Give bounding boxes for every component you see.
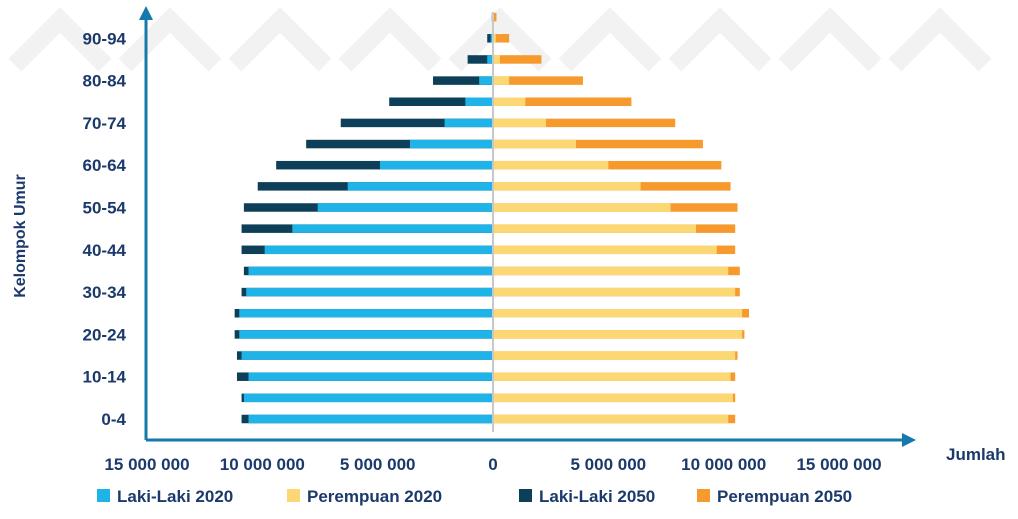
bar-laki-laki-2020-90-94 bbox=[490, 34, 493, 43]
bar-laki-laki-2020-0-4 bbox=[248, 414, 493, 424]
y-tick-label: 90-94 bbox=[83, 29, 127, 48]
bar-perempuan-2050-70-74 bbox=[493, 118, 676, 128]
x-tick-label: 15 000 000 bbox=[796, 455, 881, 474]
y-tick-label: 0-4 bbox=[101, 410, 126, 429]
x-tick-label: 10 000 000 bbox=[681, 455, 766, 474]
bar-perempuan-2020-35-39 bbox=[493, 266, 729, 276]
bar-perempuan-2020-30-34 bbox=[493, 287, 736, 297]
y-tick-label: 10-14 bbox=[83, 368, 127, 387]
bar-perempuan-2020-10-14 bbox=[493, 372, 731, 381]
bar-laki-laki-2020-55-59 bbox=[347, 182, 493, 191]
bar-perempuan-2020-80-84 bbox=[493, 76, 510, 85]
background-chevron bbox=[448, 7, 552, 72]
bar-laki-laki-2020-10-14 bbox=[248, 372, 493, 381]
y-tick-label: 70-74 bbox=[83, 114, 127, 133]
bar-laki-laki-2020-70-74 bbox=[444, 118, 493, 128]
bar-laki-laki-2020-45-49 bbox=[292, 224, 493, 233]
legend-swatch-perempuan-2050 bbox=[697, 489, 710, 502]
legend-label-perempuan-2020: Perempuan 2020 bbox=[307, 487, 442, 506]
background-chevron bbox=[668, 7, 772, 72]
bar-laki-laki-2050-85-89 bbox=[467, 55, 493, 64]
bar-perempuan-2050-85-89 bbox=[493, 55, 542, 64]
bar-perempuan-2020-40-44 bbox=[493, 245, 717, 255]
bar-laki-laki-2020-80-84 bbox=[479, 76, 493, 85]
y-tick-label: 30-34 bbox=[83, 283, 127, 302]
x-tick-label: 15 000 000 bbox=[104, 455, 189, 474]
bars-group bbox=[234, 12, 750, 424]
legend-label-laki-laki-2020: Laki-Laki 2020 bbox=[117, 487, 233, 506]
x-tick-label: 0 bbox=[488, 455, 497, 474]
bar-laki-laki-2050-65-69 bbox=[306, 139, 493, 149]
y-tick-label: 80-84 bbox=[83, 72, 127, 91]
bar-laki-laki-2020-75-79 bbox=[465, 97, 493, 106]
bar-perempuan-2020-50-54 bbox=[493, 203, 671, 212]
legend: Laki-Laki 2020 Perempuan 2020 Laki-Laki 20… bbox=[97, 487, 852, 506]
bar-perempuan-2020-25-29 bbox=[493, 309, 743, 318]
legend-swatch-laki-laki-2020 bbox=[97, 489, 110, 502]
bar-perempuan-2050-90-94 bbox=[493, 34, 510, 43]
background-chevron bbox=[228, 7, 332, 72]
background-chevron bbox=[338, 7, 442, 72]
bar-perempuan-2020-20-24 bbox=[493, 330, 743, 339]
bar-perempuan-2020-60-64 bbox=[493, 160, 609, 170]
legend-label-laki-laki-2050: Laki-Laki 2050 bbox=[539, 487, 655, 506]
x-tick-label: 5 000 000 bbox=[340, 455, 416, 474]
bar-laki-laki-2050-70-74 bbox=[340, 118, 493, 128]
bar-laki-laki-2050-80-84 bbox=[433, 76, 493, 85]
bar-laki-laki-2020-35-39 bbox=[248, 266, 493, 276]
background-chevron bbox=[888, 7, 992, 72]
legend-swatch-laki-laki-2050 bbox=[519, 489, 532, 502]
y-tick-label: 20-24 bbox=[83, 325, 127, 344]
y-axis-label: Kelompok Umur bbox=[12, 174, 29, 298]
bar-perempuan-2020-70-74 bbox=[493, 118, 547, 128]
y-tick-labels: 0-4 10-14 20-24 30-34 40-44 50-54 60-64 70-74 80… bbox=[83, 29, 127, 429]
bar-perempuan-2020-45-49 bbox=[493, 224, 696, 233]
bar-perempuan-2020-90-94 bbox=[493, 34, 496, 43]
bar-laki-laki-2020-25-29 bbox=[239, 309, 493, 318]
bar-perempuan-2050-75-79 bbox=[493, 97, 632, 106]
x-tick-label: 10 000 000 bbox=[220, 455, 305, 474]
bar-laki-laki-2020-50-54 bbox=[317, 203, 493, 212]
bar-perempuan-2020-0-4 bbox=[493, 414, 729, 424]
bar-laki-laki-2020-85-89 bbox=[487, 55, 493, 64]
legend-swatch-perempuan-2020 bbox=[287, 489, 300, 502]
y-tick-label: 60-64 bbox=[83, 156, 127, 175]
x-tick-labels: 15 000 000 10 000 000 5 000 000 0 5 000 000 1… bbox=[104, 455, 881, 474]
bar-laki-laki-2020-15-19 bbox=[241, 351, 493, 360]
x-axis-label: Jumlah bbox=[946, 445, 1006, 464]
bar-perempuan-2020-15-19 bbox=[493, 351, 736, 360]
y-tick-label: 40-44 bbox=[83, 241, 127, 260]
bar-perempuan-2020-55-59 bbox=[493, 182, 641, 191]
bar-perempuan-2020-85-89 bbox=[493, 55, 500, 64]
bar-perempuan-2050-80-84 bbox=[493, 76, 583, 85]
axes-group bbox=[139, 6, 916, 447]
bar-laki-laki-2020-20-24 bbox=[239, 330, 493, 339]
background-chevron bbox=[778, 7, 882, 72]
background-pattern bbox=[8, 7, 992, 72]
legend-label-perempuan-2050: Perempuan 2050 bbox=[717, 487, 852, 506]
bar-laki-laki-2050-75-79 bbox=[389, 97, 493, 106]
background-chevron bbox=[118, 7, 222, 72]
y-tick-label: 50-54 bbox=[83, 199, 127, 218]
bar-laki-laki-2020-5-9 bbox=[243, 393, 493, 403]
x-axis-arrow-icon bbox=[902, 433, 916, 447]
bar-perempuan-2020-75-79 bbox=[493, 97, 526, 106]
x-tick-label: 5 000 000 bbox=[571, 455, 647, 474]
background-chevron bbox=[558, 7, 662, 72]
bar-laki-laki-2020-60-64 bbox=[379, 160, 493, 170]
bar-perempuan-2050-65-69 bbox=[493, 139, 703, 149]
bar-laki-laki-2020-65-69 bbox=[409, 139, 493, 149]
bar-laki-laki-2020-40-44 bbox=[264, 245, 493, 255]
background-chevron bbox=[8, 7, 112, 72]
bar-perempuan-2020-5-9 bbox=[493, 393, 733, 403]
bar-perempuan-2050-95+ bbox=[493, 12, 497, 22]
y-axis-arrow-icon bbox=[139, 6, 153, 20]
bar-laki-laki-2020-30-34 bbox=[246, 287, 493, 297]
bar-perempuan-2020-65-69 bbox=[493, 139, 577, 149]
bar-laki-laki-2050-90-94 bbox=[487, 34, 493, 43]
